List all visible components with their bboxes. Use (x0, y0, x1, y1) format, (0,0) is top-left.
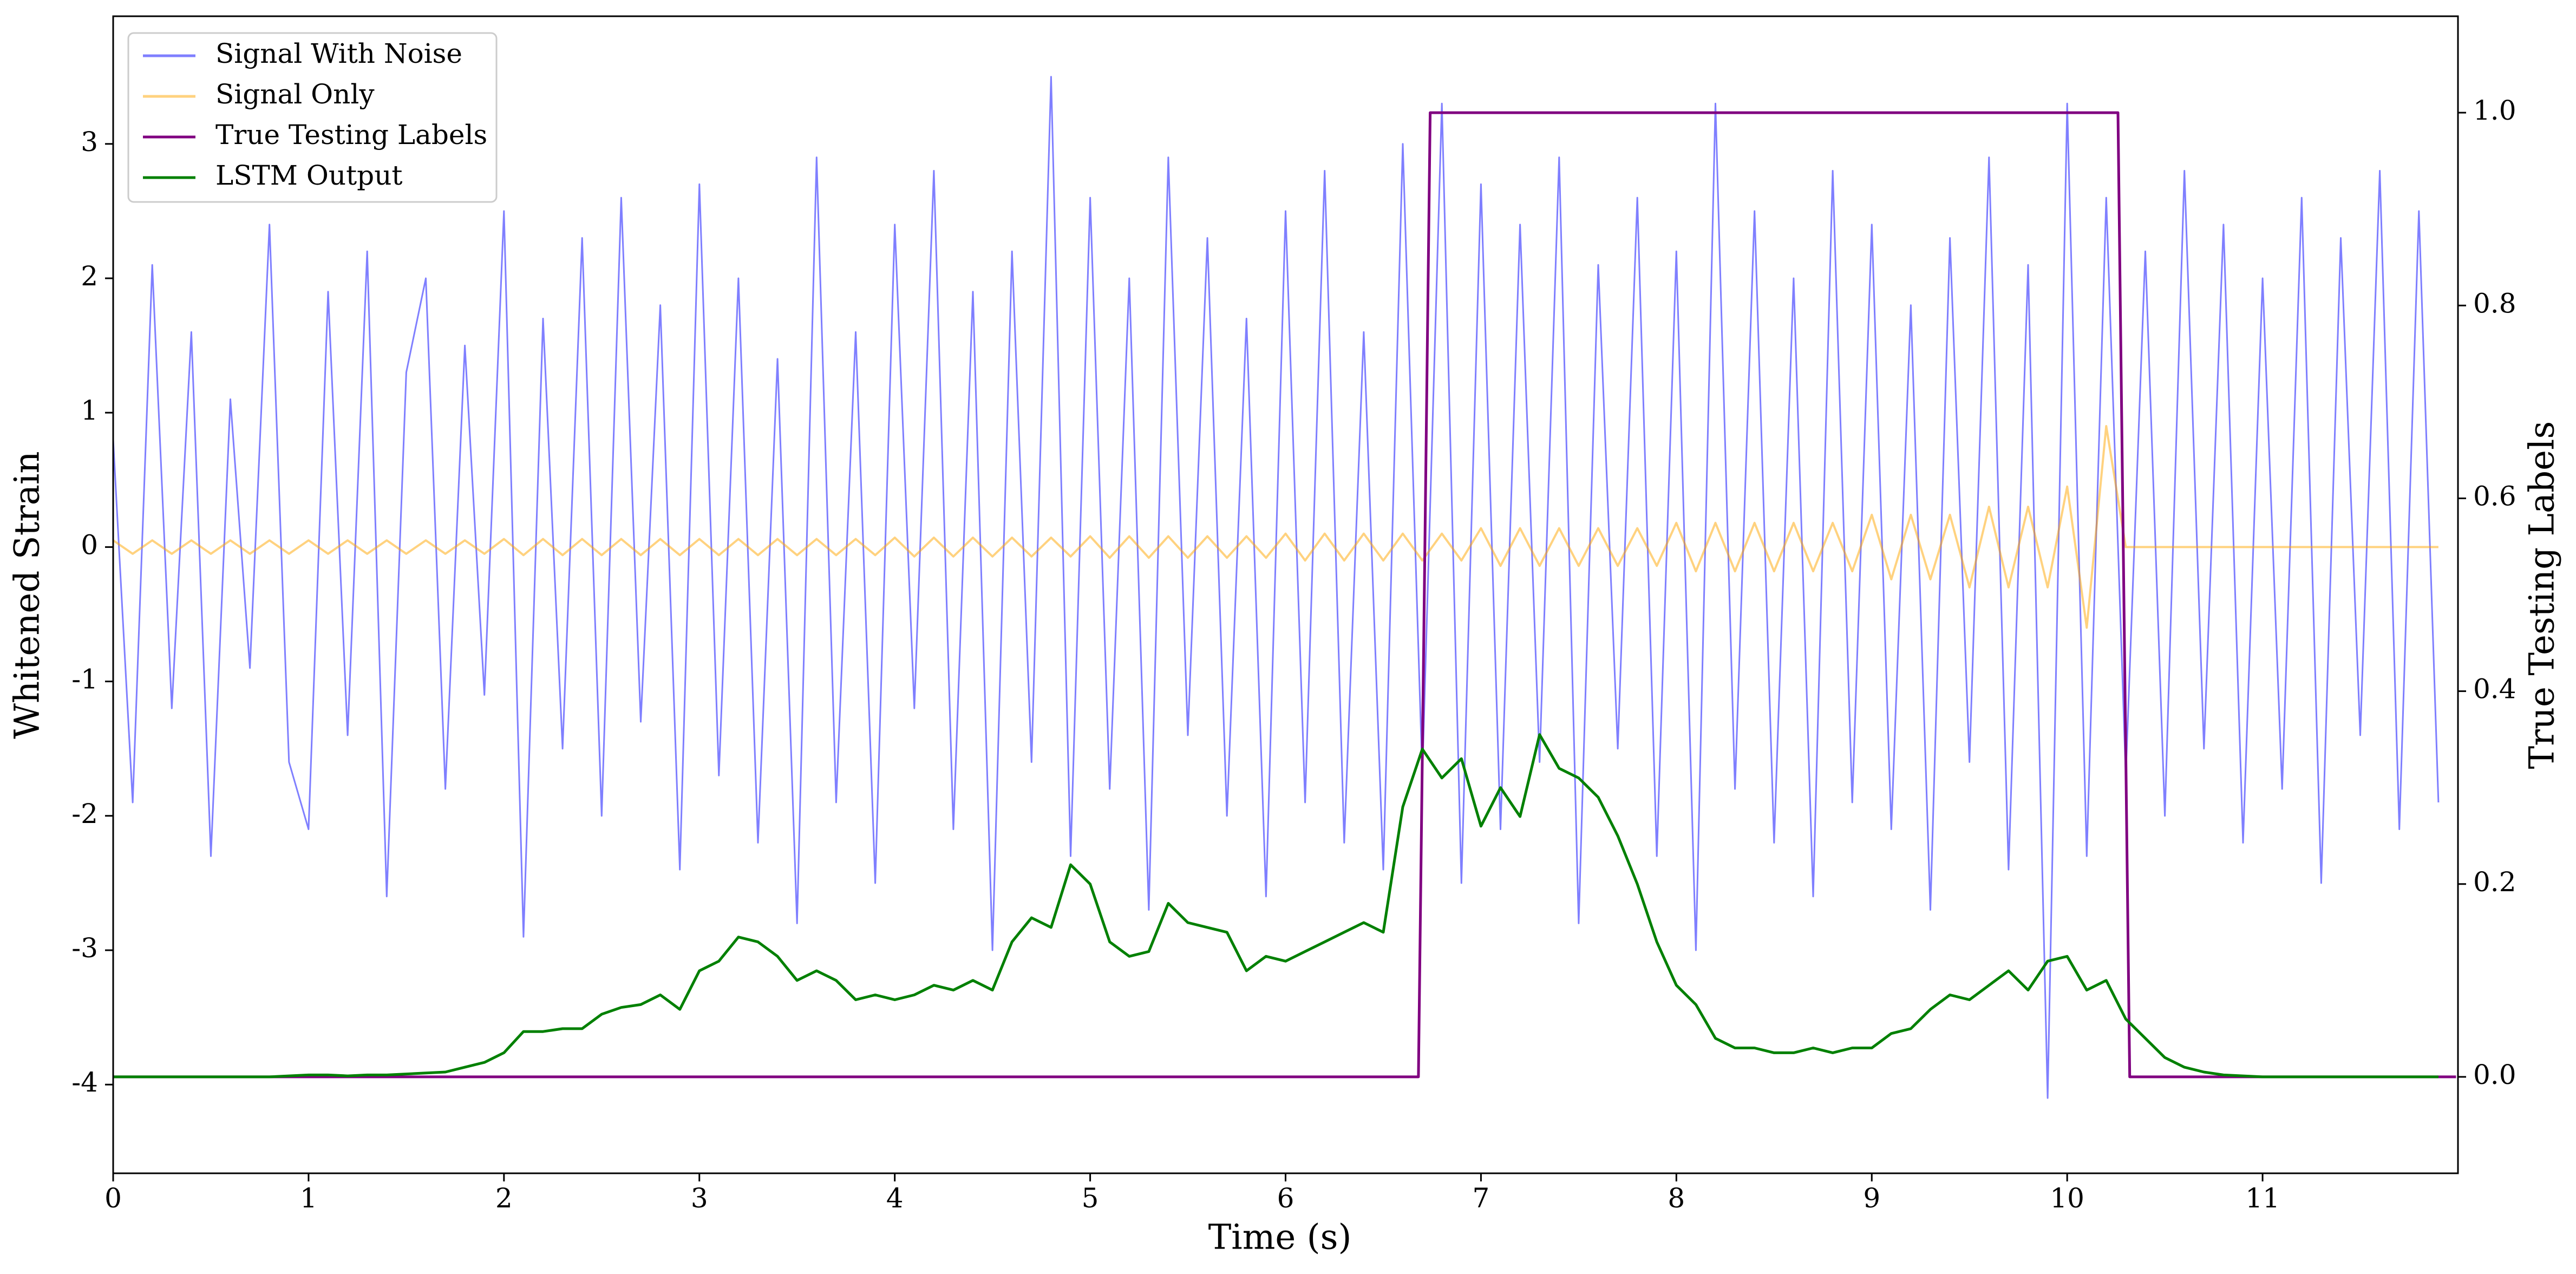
x-axis-label: Time (s) (1208, 1218, 1352, 1258)
legend-label: True Testing Labels (215, 119, 487, 151)
x-tick-label: 8 (1668, 1182, 1685, 1214)
x-tick-label: 3 (691, 1182, 708, 1214)
y2-axis-label: True Testing Labels (2522, 421, 2562, 769)
y-tick-label: 1 (81, 395, 98, 426)
series-line (113, 425, 2438, 629)
plot-area (113, 76, 2456, 1099)
y2-tick-label: 0.4 (2473, 674, 2516, 705)
y-tick-label: -2 (71, 798, 98, 829)
x-tick-label: 0 (104, 1182, 122, 1214)
legend-label: Signal With Noise (215, 38, 462, 69)
y-tick-label: 3 (81, 126, 98, 158)
y-tick-label: -3 (71, 932, 98, 964)
series-line (113, 111, 2456, 1079)
y2-tick-label: 0.6 (2473, 480, 2516, 512)
x-tick-label: 4 (886, 1182, 904, 1214)
x-tick-label: 10 (2050, 1182, 2084, 1214)
y2-tick-label: 1.0 (2473, 95, 2516, 126)
y-tick-label: 2 (81, 260, 98, 292)
y-tick-label: -1 (71, 664, 98, 695)
legend-label: Signal Only (215, 79, 375, 110)
series-line (113, 76, 2440, 1099)
series-line (113, 733, 2438, 1079)
legend-box (127, 32, 498, 203)
y-tick-label: -4 (71, 1067, 98, 1098)
y-tick-label: 0 (81, 529, 98, 560)
y2-tick-label: 0.0 (2473, 1059, 2516, 1090)
legend-label: LSTM Output (215, 160, 402, 191)
x-tick-label: 6 (1277, 1182, 1294, 1214)
x-tick-label: 5 (1082, 1182, 1099, 1214)
x-tick-label: 9 (1863, 1182, 1880, 1214)
x-tick-label: 2 (495, 1182, 513, 1214)
y-axis-label: Whitened Strain (8, 451, 48, 739)
x-tick-label: 11 (2245, 1182, 2280, 1214)
y2-tick-label: 0.2 (2473, 866, 2516, 898)
x-tick-label: 7 (1473, 1182, 1490, 1214)
y2-tick-label: 0.8 (2473, 288, 2516, 319)
x-tick-label: 1 (300, 1182, 317, 1214)
